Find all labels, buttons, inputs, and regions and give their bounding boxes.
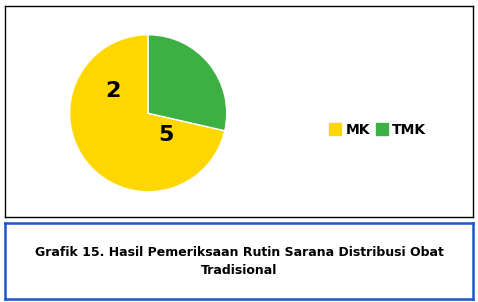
Title: Hasil Pemeriksaan Sarana Distribusi OT: Hasil Pemeriksaan Sarana Distribusi OT <box>54 0 424 2</box>
Text: 2: 2 <box>105 81 120 101</box>
Wedge shape <box>148 35 227 131</box>
Legend: MK, TMK: MK, TMK <box>323 117 432 143</box>
Wedge shape <box>70 35 225 192</box>
Text: 5: 5 <box>158 125 173 145</box>
Text: Grafik 15. Hasil Pemeriksaan Rutin Sarana Distribusi Obat
Tradisional: Grafik 15. Hasil Pemeriksaan Rutin Saran… <box>34 246 444 277</box>
